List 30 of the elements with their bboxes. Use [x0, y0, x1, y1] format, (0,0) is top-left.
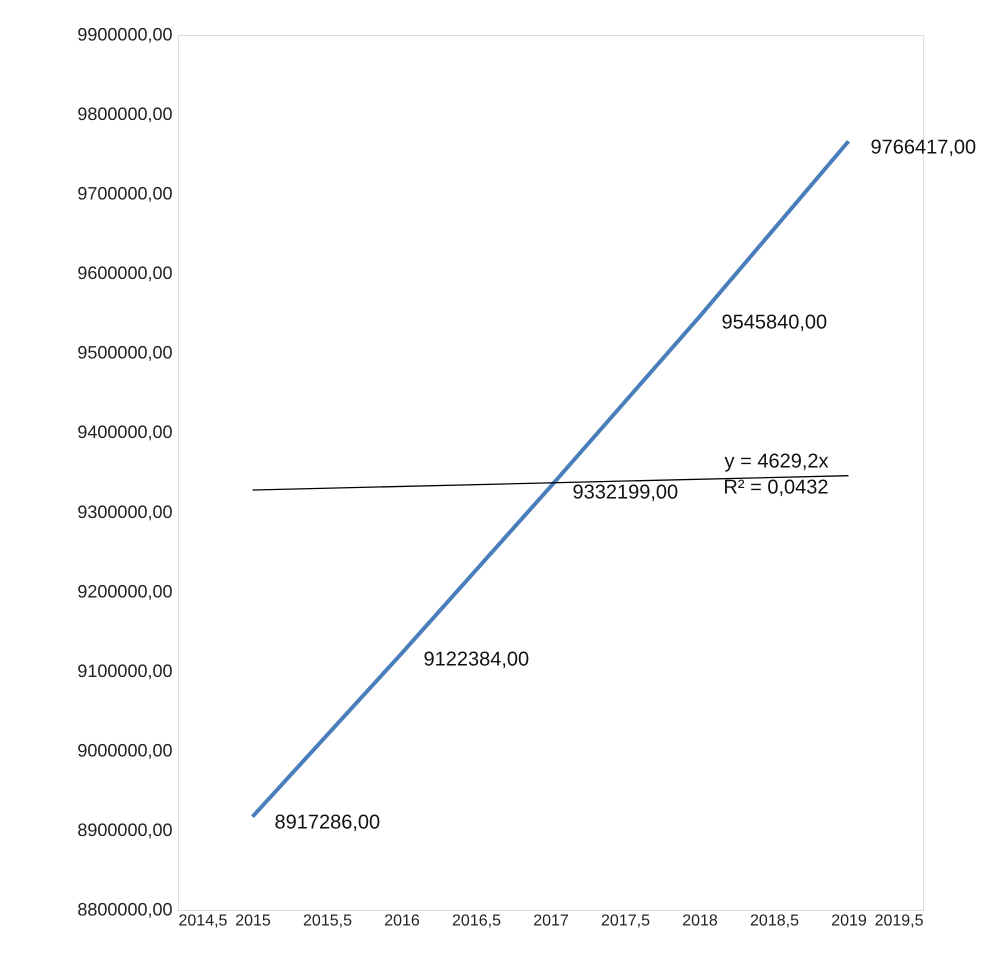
y-tick-label: 9300000,00 [77, 502, 172, 522]
data-label: 9332199,00 [572, 482, 678, 504]
x-tick-label: 2015,5 [303, 912, 352, 930]
y-tick-label: 9900000,00 [77, 24, 172, 44]
y-tick-label: 9200000,00 [77, 581, 172, 602]
data-label: 9766417,00 [870, 136, 976, 158]
data-label: 9545840,00 [722, 312, 828, 334]
y-tick-label: 9600000,00 [77, 263, 172, 284]
x-tick-label: 2016 [384, 912, 420, 930]
y-tick-label: 8900000,00 [77, 820, 172, 840]
x-tick-label: 2017,5 [601, 912, 650, 930]
x-tick-label: 2017 [533, 912, 569, 930]
y-tick-label: 8800000,00 [77, 900, 172, 920]
x-tick-label: 2018,5 [750, 912, 800, 930]
annotation: y = 4629,2x [724, 450, 828, 473]
x-tick-label: 2019 [831, 912, 867, 930]
x-tick-label: 2014,5 [178, 912, 228, 930]
annotation: R² = 0,0432 [723, 476, 828, 499]
x-tick-label: 2018 [682, 912, 718, 930]
y-tick-label: 9700000,00 [77, 184, 172, 204]
y-tick-label: 9800000,00 [77, 104, 172, 124]
x-tick-label: 2016,5 [452, 912, 502, 930]
y-tick-label: 9000000,00 [77, 740, 172, 760]
x-tick-label: 2019,5 [874, 912, 924, 930]
x-tick-label: 2015 [235, 912, 271, 930]
y-tick-label: 9100000,00 [77, 660, 172, 681]
data-label: 8917286,00 [274, 812, 380, 834]
y-tick-label: 9400000,00 [77, 422, 172, 442]
y-tick-label: 9500000,00 [77, 342, 172, 363]
data-label: 9122384,00 [424, 648, 530, 671]
